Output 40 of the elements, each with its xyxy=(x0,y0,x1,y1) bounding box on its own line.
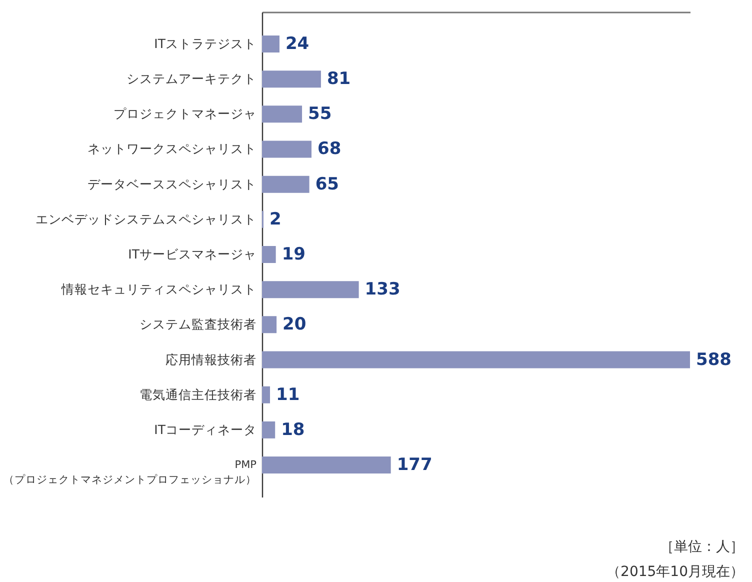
text: （2015年10月現在） xyxy=(606,564,744,580)
data-label: 55 xyxy=(308,104,332,124)
text: ［単位：人］ xyxy=(660,539,744,555)
data-label: 588 xyxy=(696,350,732,370)
y-tick-label: エンベデッドシステムスペシャリスト xyxy=(36,211,256,226)
bar xyxy=(262,70,321,88)
data-label: 11 xyxy=(276,384,300,405)
data-label: 68 xyxy=(317,139,342,160)
bar xyxy=(262,456,391,474)
y-tick-label: ITサービスマネージャ xyxy=(128,246,256,262)
y-tick-label: ITコーディネータ xyxy=(154,422,256,437)
y-tick-label: システムアーキテクト xyxy=(126,71,256,86)
bar xyxy=(262,106,302,123)
data-label: 177 xyxy=(396,455,432,476)
bar xyxy=(262,281,359,298)
data-label: 133 xyxy=(364,280,400,300)
y-tick-label: 応用情報技術者 xyxy=(166,352,256,367)
data-label: 19 xyxy=(282,244,306,264)
data-label: 24 xyxy=(285,34,310,54)
bar xyxy=(262,36,280,52)
bar xyxy=(262,176,310,193)
data-label: 65 xyxy=(315,174,339,194)
bar xyxy=(262,351,690,368)
data-label: 81 xyxy=(326,69,351,90)
y-tick-label: ネットワークスペシャリスト xyxy=(88,141,256,156)
data-label: 2 xyxy=(269,209,282,230)
bar xyxy=(262,246,276,263)
y-tick-label: PMP （プロジェクトマネジメントプロフェッショナル） xyxy=(4,459,256,486)
bar xyxy=(262,421,276,438)
y-tick-label: データベーススペシャリスト xyxy=(88,176,256,192)
y-tick-label: プロジェクトマネージャ xyxy=(114,106,256,122)
y-tick-label: 情報セキュリティスペシャリスト xyxy=(60,282,256,297)
bar xyxy=(262,316,277,334)
y-tick-label: ITストラテジスト xyxy=(154,36,256,51)
y-tick-label: 電気通信主任技術者 xyxy=(140,386,256,402)
bar xyxy=(262,140,312,158)
data-label: 20 xyxy=(282,314,306,335)
data-label: 18 xyxy=(281,420,305,440)
y-tick-label: システム監査技術者 xyxy=(140,316,256,332)
bar xyxy=(262,386,270,404)
